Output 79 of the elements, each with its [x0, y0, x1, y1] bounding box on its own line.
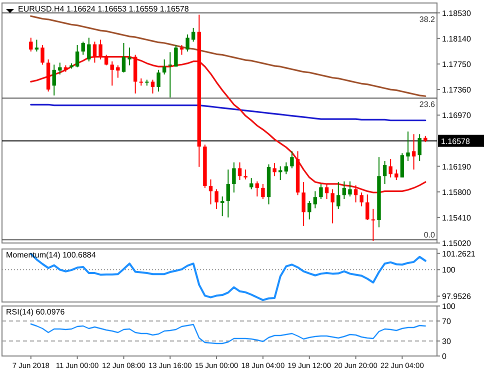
candlestick — [116, 64, 120, 78]
candlestick — [354, 184, 358, 203]
candlestick — [168, 52, 172, 98]
y-tick-label: 100 — [442, 302, 456, 311]
candlestick — [75, 44, 80, 68]
annotation: 23.6 — [419, 100, 436, 110]
candlestick — [232, 162, 236, 194]
candlestick — [348, 180, 352, 197]
candlestick — [371, 208, 376, 242]
chart-title: EURUSD.H4 1.16624 1.16653 1.16559 1.16578 — [18, 4, 190, 14]
candlestick — [382, 160, 387, 184]
candlestick — [290, 150, 294, 169]
y-tick-label: 1.15410 — [442, 213, 472, 222]
candlestick — [366, 194, 370, 221]
candlestick — [92, 41, 97, 64]
y-tick-label: 1.17750 — [442, 60, 472, 69]
candlestick — [29, 37, 33, 52]
candlestick — [98, 39, 102, 60]
candlestick — [186, 34, 190, 52]
candlestick — [406, 131, 410, 162]
candlestick — [342, 180, 346, 200]
candlestick — [110, 60, 114, 86]
candlestick — [418, 134, 422, 162]
candlestick — [261, 183, 265, 200]
candlestick — [284, 162, 288, 175]
candlestick — [180, 44, 184, 56]
annotation: 0.0 — [424, 230, 436, 240]
candlestick — [128, 47, 132, 66]
y-tick-label: 1.17360 — [442, 86, 472, 95]
candlestick — [104, 54, 108, 66]
candlestick — [58, 62, 62, 75]
candlestick — [412, 134, 416, 170]
candlestick — [34, 39, 39, 52]
y-tick-label: 97.9526 — [442, 292, 472, 302]
ref-line-label: 1.16578 — [441, 136, 470, 146]
candlestick — [226, 169, 230, 218]
candlestick — [244, 169, 248, 180]
candlestick — [191, 27, 196, 42]
candlestick — [400, 152, 404, 178]
candlestick — [336, 182, 340, 210]
y-tick-label: 1.15800 — [442, 188, 472, 197]
candlestick — [313, 190, 318, 209]
annotation: 38.2 — [419, 14, 436, 24]
y-tick-label: 101.2621 — [442, 249, 476, 258]
candlestick — [394, 169, 398, 181]
candlestick — [278, 166, 282, 181]
line-series — [30, 323, 426, 344]
y-tick-label: 30 — [442, 337, 452, 346]
candlestick — [87, 37, 91, 62]
candlestick — [208, 178, 213, 205]
candlestick — [52, 64, 56, 96]
candlestick — [388, 158, 392, 178]
candlestick — [214, 188, 218, 210]
candlestick — [302, 182, 306, 226]
candlestick — [122, 42, 126, 74]
candlestick — [220, 196, 224, 217]
y-tick-label: 1.16970 — [442, 111, 472, 120]
candlestick — [360, 192, 364, 207]
candlestick — [308, 200, 312, 220]
candlestick — [81, 41, 85, 56]
candlestick — [250, 178, 254, 190]
candlestick — [255, 180, 260, 197]
y-tick-label: 1.18140 — [442, 34, 472, 44]
chart-title: RSI(14) 60.0976 — [6, 308, 66, 316]
candlestick — [174, 44, 178, 68]
candlestick — [162, 58, 166, 75]
candlestick — [238, 162, 242, 181]
candlestick — [330, 188, 334, 224]
candlestick — [150, 79, 155, 94]
y-tick-label: 0 — [442, 352, 447, 361]
y-tick-label: 70 — [442, 317, 452, 326]
candlestick — [272, 162, 276, 177]
y-tick-label: 1.15020 — [442, 239, 472, 248]
candlestick — [156, 69, 160, 92]
y-tick-label: 1.18530 — [442, 8, 472, 18]
candlestick — [40, 44, 44, 66]
candlestick — [319, 183, 323, 200]
y-tick-label: 1.16190 — [442, 162, 472, 172]
y-tick-label: 100 — [442, 266, 456, 275]
